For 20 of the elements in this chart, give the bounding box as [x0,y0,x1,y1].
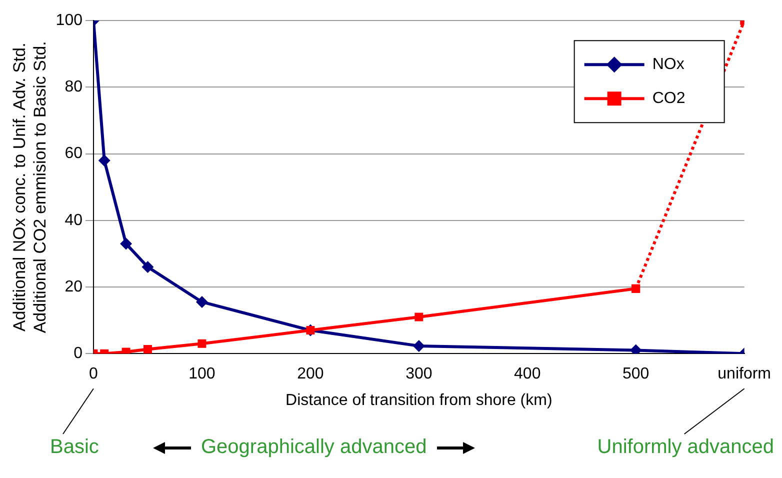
x-tick-label: 100 [188,366,216,383]
x-tick-label: uniform [718,366,772,383]
text: Basic [50,436,99,459]
legend-label: NOx [652,56,684,74]
x-axis-title: Distance of transition from shore (km) [286,392,552,409]
x-tick-label: 300 [406,366,432,383]
y-tick-label: 100 [56,12,83,30]
x-tick-label: 500 [622,366,650,383]
x-tick-label: 400 [514,366,541,383]
x-tick-label: 200 [297,366,324,383]
y-axis-title: Additional NOx conc. to Unif. Adv. Std. Additional CO2 emmision to Basic Std. [10,41,50,334]
y-tick-label: 60 [64,145,83,162]
text: Uniformly advanced [597,436,774,459]
y-tick-label: 20 [64,278,83,296]
y-tick-label: 80 [64,78,83,96]
legend-label: CO2 [652,90,686,108]
y-tick-label: 0 [74,345,83,362]
y-tick-label: 40 [64,212,83,229]
x-tick-label: 0 [89,366,98,383]
text: Geographically advanced [201,436,427,459]
